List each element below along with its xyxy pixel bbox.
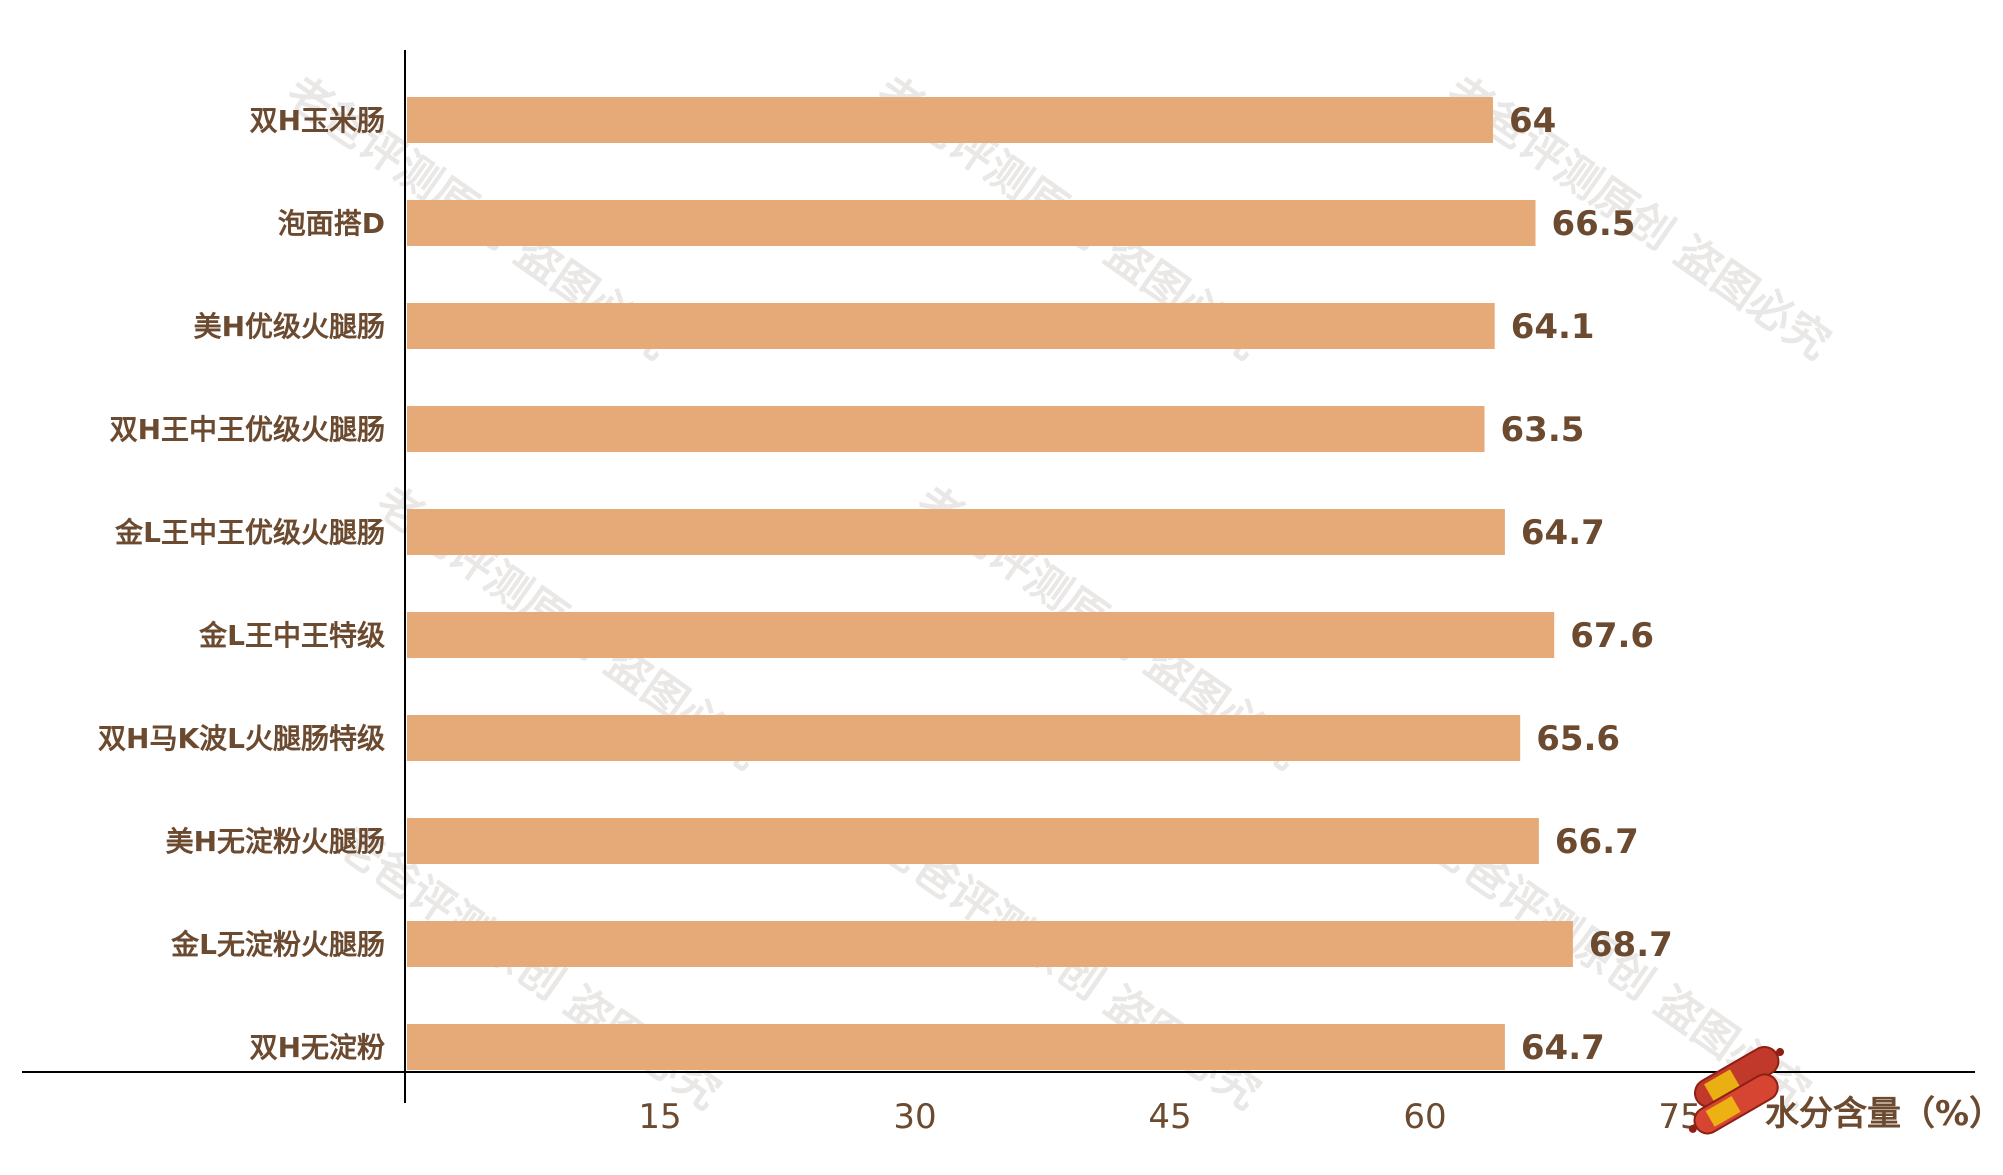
bar [407,612,1555,658]
bar [407,1024,1505,1070]
category-label: 双H玉米肠 [250,104,385,137]
bar [407,303,1495,349]
bars-group [407,97,1573,1070]
value-label: 65.6 [1536,719,1620,759]
category-label: 金L无淀粉火腿肠 [170,928,385,961]
category-label: 双H无淀粉 [250,1031,385,1064]
value-label: 66.5 [1552,204,1636,244]
x-tick-label: 45 [1148,1097,1191,1137]
x-tick-label: 30 [893,1097,936,1137]
bar [407,509,1505,555]
value-label: 64 [1509,101,1556,141]
x-tick-label: 60 [1403,1097,1446,1137]
bar [407,715,1521,761]
bar [407,200,1536,246]
category-label: 美H无淀粉火腿肠 [166,825,385,858]
value-label: 64.1 [1511,307,1595,347]
value-labels-group: 64 66.5 64.1 63.5 64.7 67.6 65.6 66.7 68.7 64.7 [1501,101,1673,1068]
x-tick-label: 15 [638,1097,681,1137]
value-label: 64.7 [1521,513,1605,553]
category-label: 金L王中王优级火腿肠 [114,516,385,549]
category-label: 双H马K波L火腿肠特级 [98,722,385,755]
category-label: 美H优级火腿肠 [194,310,385,343]
value-label: 63.5 [1501,410,1585,450]
sausage-icon [1688,1046,1785,1135]
category-label: 泡面搭D [278,207,385,240]
bar [407,921,1573,967]
x-tick-labels-group: 15 30 45 60 75 [638,1097,1701,1137]
value-label: 66.7 [1555,822,1639,862]
value-label: 68.7 [1589,925,1673,965]
value-label: 64.7 [1521,1028,1605,1068]
category-label: 双H王中王优级火腿肠 [110,413,385,446]
value-label: 67.6 [1570,616,1654,656]
bar [407,818,1539,864]
bar [407,97,1493,143]
category-label: 金L王中王特级 [198,619,385,652]
x-axis-title: 水分含量（%） [1765,1094,2003,1134]
bar [407,406,1485,452]
